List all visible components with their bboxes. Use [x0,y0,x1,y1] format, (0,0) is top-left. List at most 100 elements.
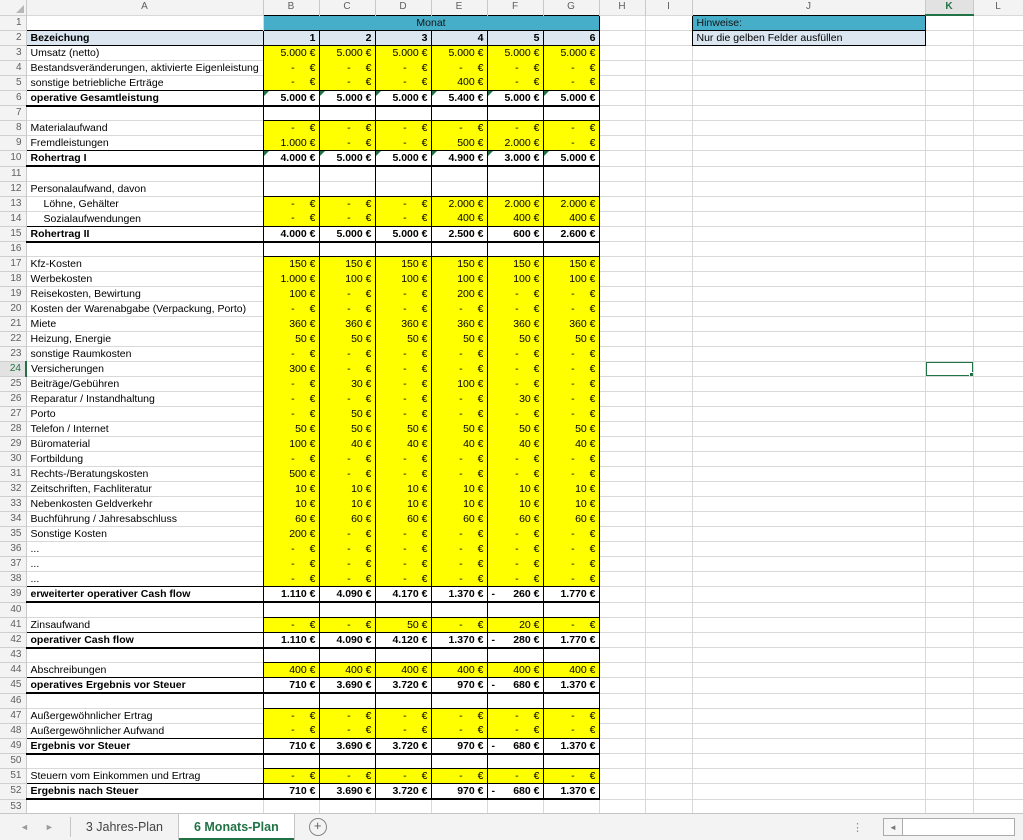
cell-K36[interactable] [925,541,974,557]
cell-A52[interactable]: Ergebnis nach Steuer [26,783,264,800]
cell-I17[interactable] [645,256,693,272]
row-header-4[interactable]: 4 [0,59,27,75]
cell-J23[interactable] [692,346,926,362]
cell-B26[interactable]: - € [262,391,320,407]
cell-C28[interactable]: 50 € [318,421,376,437]
cell-L21[interactable] [973,316,1023,332]
cell-G46[interactable] [542,692,600,708]
cell-C20[interactable]: - € [318,301,376,317]
cell-A36[interactable]: ... [26,541,264,557]
row-header-25[interactable]: 25 [0,376,27,392]
cell-J33[interactable] [692,496,926,512]
cell-H22[interactable] [599,331,646,347]
cell-D15[interactable]: 5.000 € [374,225,432,243]
cell-F32[interactable]: 10 € [486,481,544,497]
cell-I2[interactable] [645,29,693,45]
cell-G8[interactable]: - € [542,120,600,136]
cell-I52[interactable] [645,783,693,799]
cell-G26[interactable]: - € [542,391,600,407]
cell-H15[interactable] [599,225,646,242]
cell-L23[interactable] [973,346,1023,362]
cell-I5[interactable] [645,74,693,90]
cell-J32[interactable] [692,481,926,497]
cell-H28[interactable] [599,421,646,437]
cell-K43[interactable] [925,647,974,663]
cell-L34[interactable] [973,511,1023,527]
cell-I31[interactable] [645,466,693,482]
cell-C22[interactable]: 50 € [318,331,376,347]
cell-J43[interactable] [692,647,926,663]
cell-D26[interactable]: - € [374,391,432,407]
cell-A39[interactable]: erweiterter operativer Cash flow [26,586,264,603]
cell-J11[interactable] [692,165,926,181]
hscroll-track[interactable] [903,818,1015,836]
cell-I16[interactable] [645,241,693,257]
cell-K26[interactable] [925,391,974,407]
cell-B11[interactable] [262,165,320,181]
cell-F29[interactable]: 40 € [486,436,544,452]
cell-B38[interactable]: - € [262,571,320,587]
cell-H19[interactable] [599,286,646,302]
cell-G12[interactable] [542,180,600,196]
cell-B20[interactable]: - € [262,301,320,317]
hscroll-left-arrow[interactable]: ◄ [883,818,903,836]
cell-B6[interactable]: 5.000 € [262,89,320,107]
row-header-26[interactable]: 26 [0,391,27,407]
cell-H4[interactable] [599,59,646,75]
cell-B22[interactable]: 50 € [262,331,320,347]
cell-H23[interactable] [599,346,646,362]
cell-D47[interactable]: - € [374,707,432,723]
row-header-3[interactable]: 3 [0,44,27,60]
cell-I9[interactable] [645,135,693,151]
cell-I38[interactable] [645,571,693,587]
cell-H53[interactable] [599,798,646,813]
cell-A10[interactable]: Rohertrag I [26,150,264,167]
cell-F9[interactable]: 2.000 € [486,135,544,151]
cell-G27[interactable]: - € [542,406,600,422]
cell-I12[interactable] [645,180,693,196]
cell-L44[interactable] [973,662,1023,678]
cell-D2[interactable]: 3 [374,29,432,46]
cell-K47[interactable] [925,707,974,723]
cell-H35[interactable] [599,526,646,542]
col-header-A[interactable]: A [26,0,264,15]
cell-I25[interactable] [645,376,693,392]
cell-H8[interactable] [599,120,646,136]
cell-J47[interactable] [692,707,926,723]
cell-J20[interactable] [692,301,926,317]
cell-E34[interactable]: 60 € [430,511,488,527]
cell-B41[interactable]: - € [262,616,320,632]
cell-A8[interactable]: Materialaufwand [26,120,264,136]
cell-J4[interactable] [692,59,926,75]
cell-G25[interactable]: - € [542,376,600,392]
row-header-11[interactable]: 11 [0,165,27,181]
cell-K15[interactable] [925,225,974,242]
cell-E42[interactable]: 1.370 € [430,631,488,649]
cell-K50[interactable] [925,753,974,769]
cell-K29[interactable] [925,436,974,452]
cell-K23[interactable] [925,346,974,362]
cell-F25[interactable]: - € [486,376,544,392]
col-header-L[interactable]: L [973,0,1023,15]
cell-E12[interactable] [430,180,488,196]
cell-L6[interactable] [973,89,1023,106]
cell-A18[interactable]: Werbekosten [26,271,264,287]
cell-I23[interactable] [645,346,693,362]
cell-G41[interactable]: - € [542,616,600,632]
cell-B12[interactable] [262,180,320,196]
cell-A20[interactable]: Kosten der Warenabgabe (Verpackung, Port… [26,301,264,317]
cell-J46[interactable] [692,692,926,708]
cell-K39[interactable] [925,586,974,602]
cell-H5[interactable] [599,74,646,90]
cell-I11[interactable] [645,165,693,181]
cell-B14[interactable]: - € [262,211,320,226]
row-header-18[interactable]: 18 [0,271,27,287]
cell-C8[interactable]: - € [318,120,376,136]
cell-C14[interactable]: - € [318,211,376,226]
cell-B33[interactable]: 10 € [262,496,320,512]
cell-A37[interactable]: ... [26,556,264,572]
cell-L36[interactable] [973,541,1023,557]
cell-G30[interactable]: - € [542,451,600,467]
cell-E35[interactable]: - € [430,526,488,542]
cell-I42[interactable] [645,631,693,648]
